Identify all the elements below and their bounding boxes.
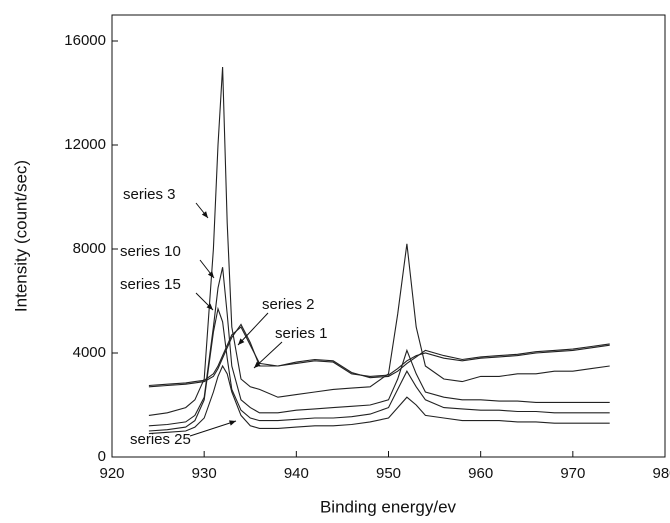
series-label: series 3 (123, 186, 176, 203)
series-label: series 2 (262, 296, 315, 313)
series-line (148, 66, 610, 416)
x-axis-title: Binding energy/ev (320, 497, 457, 516)
arrow-head (206, 303, 213, 310)
arrow-head (229, 420, 236, 426)
series-line (148, 323, 610, 388)
arrow-head (238, 338, 245, 345)
x-tick-label: 920 (99, 465, 124, 482)
x-tick-label: 940 (284, 465, 309, 482)
series-label: series 10 (120, 243, 181, 260)
y-tick-label: 4000 (73, 344, 106, 361)
series-label: series 1 (275, 325, 328, 342)
x-tick-label: 930 (192, 465, 217, 482)
series-line (148, 306, 610, 432)
series-line (148, 364, 610, 435)
x-tick-label: 950 (376, 465, 401, 482)
series-line (148, 267, 610, 427)
x-tick-label: 980 (652, 465, 670, 482)
series-label: series 25 (130, 431, 191, 448)
y-axis-title: Intensity (count/sec) (11, 160, 30, 312)
y-tick-label: 0 (98, 448, 106, 465)
series-line (148, 326, 610, 387)
arrow-head (254, 361, 261, 368)
series-label: series 15 (120, 276, 181, 293)
arrow-head (201, 211, 208, 218)
y-tick-label: 16000 (64, 32, 106, 49)
x-tick-label: 960 (468, 465, 493, 482)
plot-frame (111, 14, 666, 458)
label-arrow (189, 420, 237, 437)
y-tick-label: 12000 (64, 136, 106, 153)
arrow-head (207, 271, 214, 278)
x-tick-label: 970 (560, 465, 585, 482)
y-tick-label: 8000 (73, 240, 106, 257)
label-arrow (237, 312, 269, 346)
